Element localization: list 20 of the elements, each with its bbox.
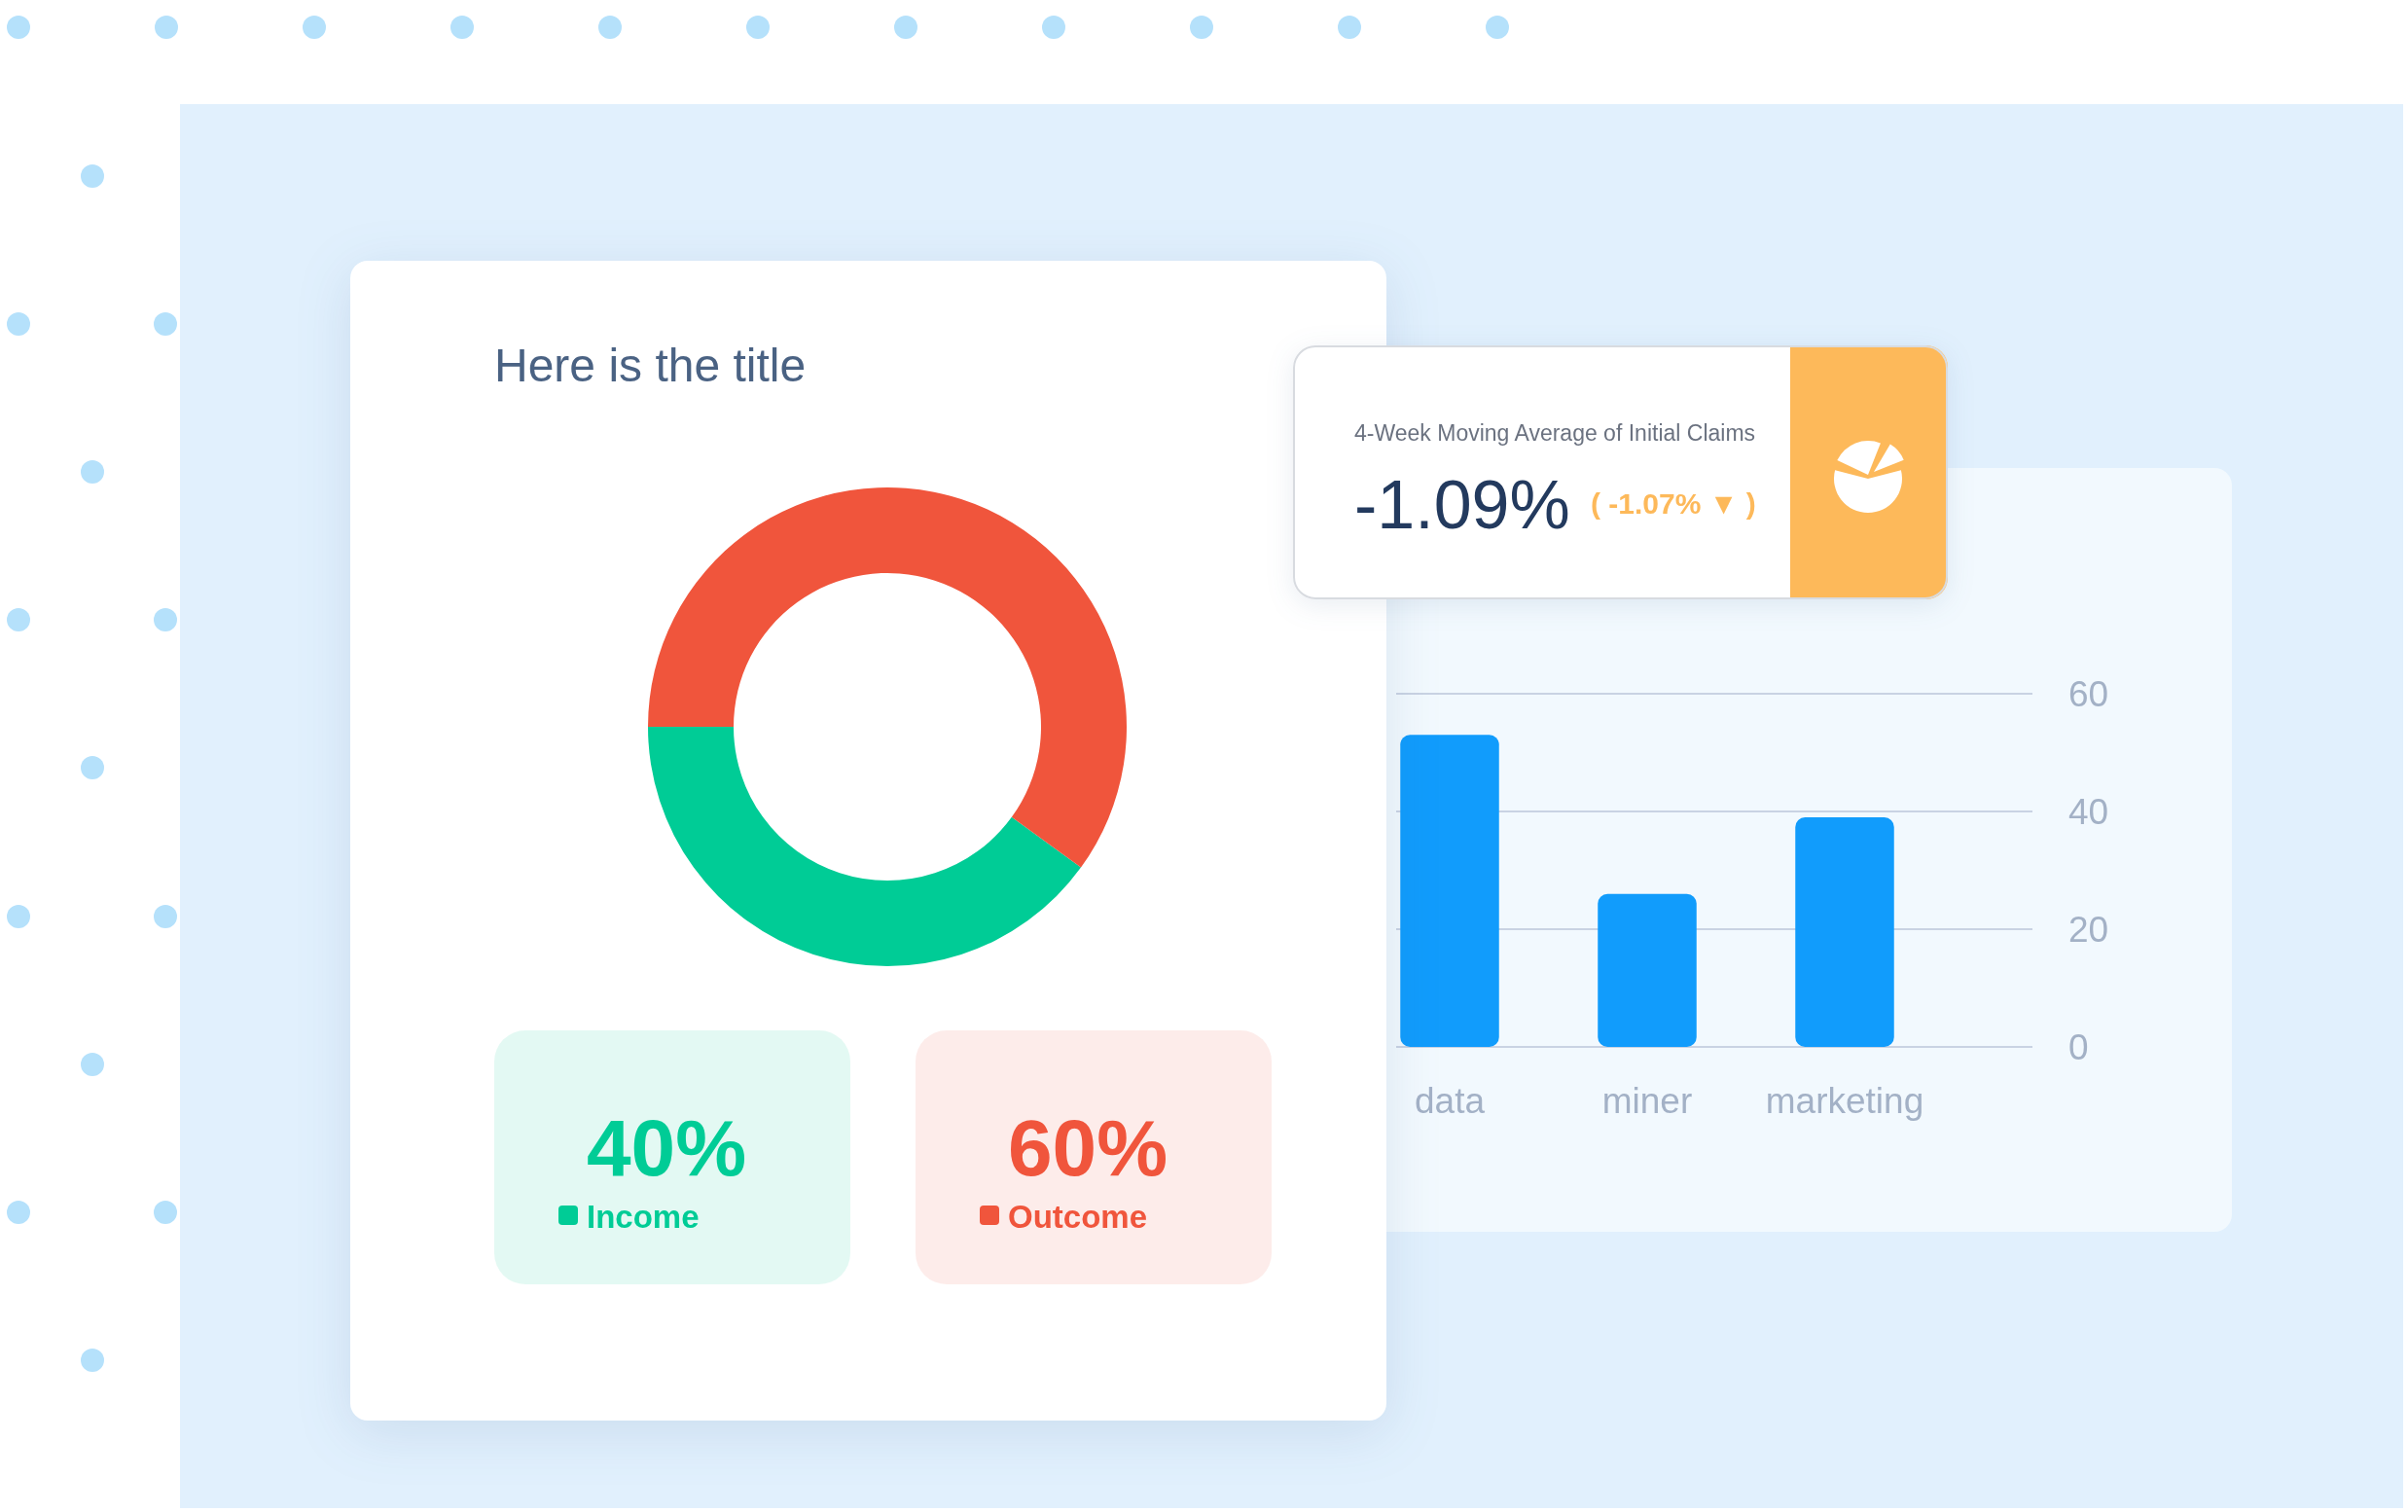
- x-tick-label: data: [1414, 1081, 1486, 1121]
- x-tick-label: marketing: [1765, 1081, 1924, 1121]
- x-tick-label: miner: [1601, 1081, 1693, 1121]
- bar: [1598, 893, 1697, 1047]
- donut-slice: [648, 727, 1082, 966]
- chart-title: Here is the title: [494, 340, 807, 391]
- bar: [1795, 817, 1894, 1047]
- text: ( -1.07% ▼ ): [1591, 487, 1756, 520]
- y-tick-label: 20: [2068, 909, 2109, 950]
- text: -1.09%: [1354, 467, 1570, 543]
- text: 4-Week Moving Average of Initial Claims: [1354, 420, 1756, 446]
- data-label: 40%: [587, 1103, 747, 1192]
- y-tick-label: 40: [2068, 791, 2109, 832]
- y-tick-label: 0: [2068, 1026, 2089, 1067]
- bar: [1400, 735, 1499, 1047]
- y-tick-label: 60: [2068, 673, 2109, 714]
- data-label: 60%: [1008, 1103, 1168, 1192]
- donut-slice: [648, 487, 1127, 868]
- legend-label: Income: [587, 1199, 700, 1235]
- legend-label: Outcome: [1008, 1199, 1148, 1235]
